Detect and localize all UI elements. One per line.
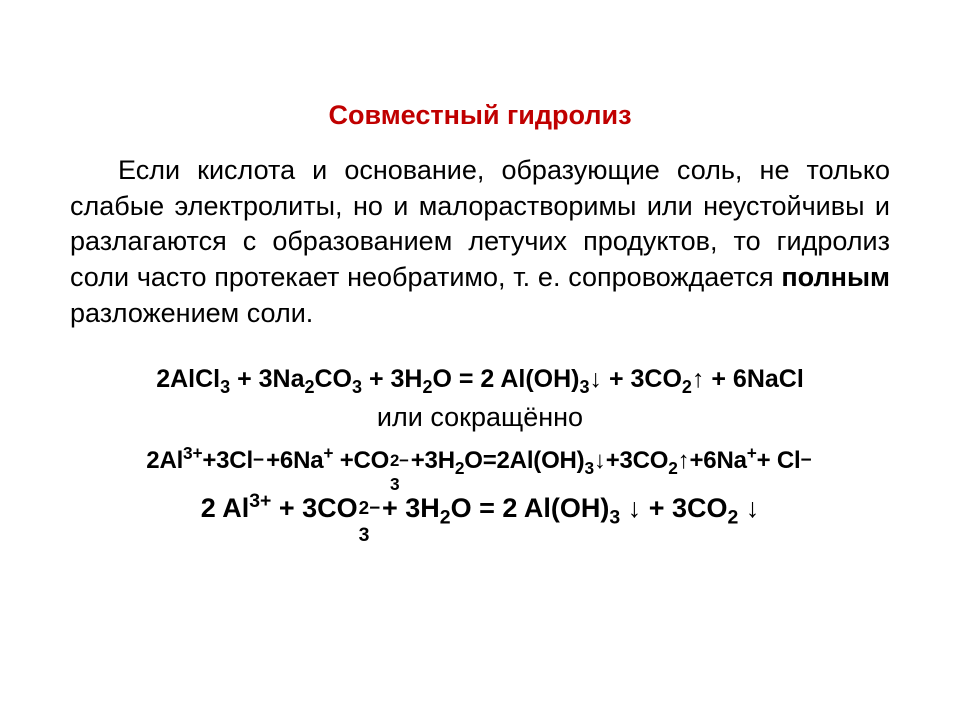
equation-full-ionic: 2Al3++3Cl+6Na+ +CO2−3+3H2O=2Al(OH)3↓+3CO…: [70, 447, 890, 475]
slide-title: Совместный гидролиз: [70, 100, 890, 131]
equation-net-ionic: 2 Al3+ + 3CO2−3+ 3H2O = 2 Al(OH)3 ↓ + 3C…: [70, 493, 890, 524]
equation-molecular: 2AlCl3 + 3Na2CO3 + 3H2O = 2 Al(OH)3↓ + 3…: [70, 365, 890, 394]
linker-text: или сокращённо: [70, 402, 890, 433]
para-bold: полным: [781, 262, 890, 292]
slide-page: Совместный гидролиз Если кислота и основ…: [0, 0, 960, 720]
para-text-2: разложением соли.: [70, 298, 313, 328]
intro-paragraph: Если кислота и основание, образующие сол…: [70, 153, 890, 331]
para-text-1: Если кислота и основание, образующие сол…: [70, 155, 890, 292]
